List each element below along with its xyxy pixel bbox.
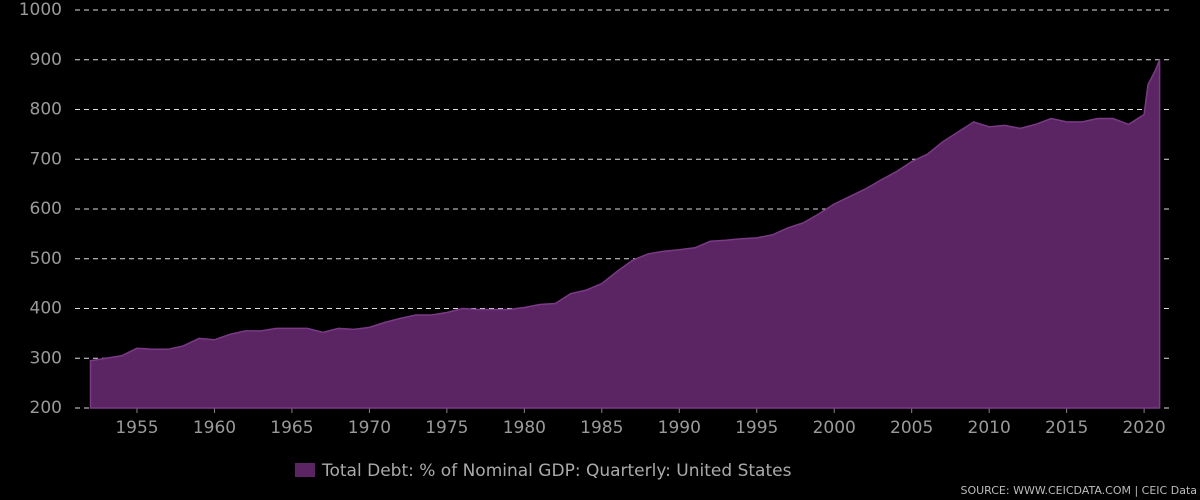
x-tick-label: 1970 — [348, 418, 391, 438]
x-tick-label: 1965 — [270, 418, 313, 438]
x-tick-label: 2005 — [890, 418, 933, 438]
x-tick-label: 2010 — [968, 418, 1011, 438]
x-tick-label: 2000 — [813, 418, 856, 438]
x-tick-label: 1960 — [193, 418, 236, 438]
y-tick-label: 900 — [30, 50, 62, 70]
x-tick-label: 1955 — [115, 418, 158, 438]
y-tick-label: 300 — [30, 348, 62, 368]
y-tick-label: 700 — [30, 149, 62, 169]
x-tick-label: 1995 — [735, 418, 778, 438]
legend-label: Total Debt: % of Nominal GDP: Quarterly:… — [321, 461, 792, 481]
legend-swatch — [295, 463, 315, 477]
y-tick-label: 800 — [30, 100, 62, 120]
x-tick-label: 1980 — [503, 418, 546, 438]
x-tick-label: 1990 — [658, 418, 701, 438]
y-tick-label: 1000 — [19, 0, 62, 20]
y-tick-label: 400 — [30, 299, 62, 319]
area — [89, 59, 1161, 409]
source: SOURCE: WWW.CEICDATA.COM | CEIC Data — [960, 484, 1197, 497]
y-tick-label: 200 — [30, 398, 62, 418]
x-tick-label: 1985 — [580, 418, 623, 438]
x-tick-label: 1975 — [425, 418, 468, 438]
x-tick-label: 2015 — [1045, 418, 1088, 438]
y-tick-label: 500 — [30, 249, 62, 269]
x-tick-label: 2020 — [1122, 418, 1165, 438]
y-tick-label: 600 — [30, 199, 62, 219]
